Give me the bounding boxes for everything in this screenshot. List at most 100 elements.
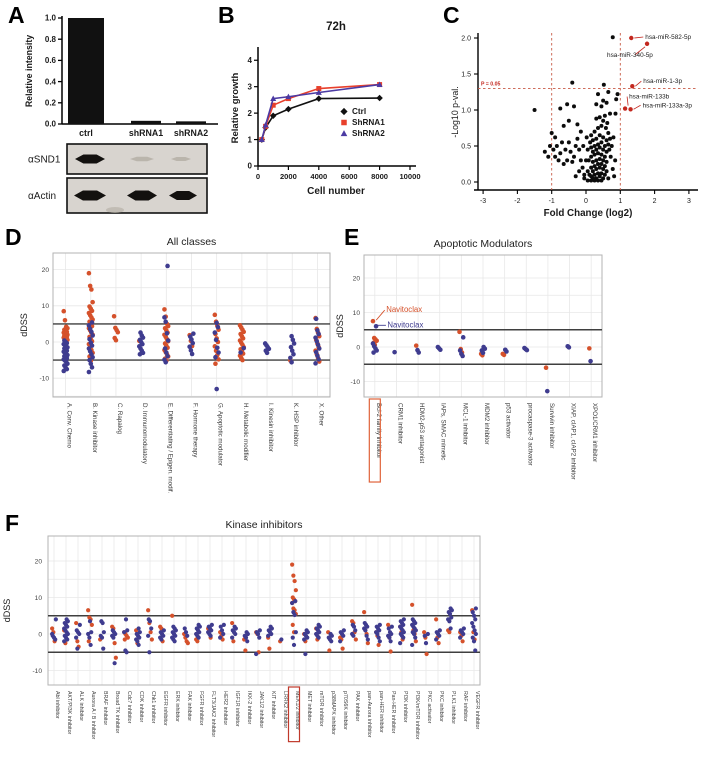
svg-text:HDM2-p53 antagonist: HDM2-p53 antagonist xyxy=(418,403,425,463)
svg-text:Broad TK inhibitor: Broad TK inhibitor xyxy=(114,691,120,734)
svg-text:10: 10 xyxy=(35,595,43,602)
svg-text:Aurora A / B inhibitor: Aurora A / B inhibitor xyxy=(90,691,96,740)
panel-a-letter: A xyxy=(8,2,25,28)
svg-text:IKK-2 inhibitor: IKK-2 inhibitor xyxy=(246,691,252,725)
svg-text:72h: 72h xyxy=(326,21,346,33)
svg-text:VEGFR inhibitor: VEGFR inhibitor xyxy=(474,691,480,730)
svg-text:RAF inhibitor: RAF inhibitor xyxy=(462,691,468,722)
svg-text:XIAP, cIAP1, cIAP2 inhibitor: XIAP, cIAP1, cIAP2 inhibitor xyxy=(570,403,577,480)
svg-text:0.5: 0.5 xyxy=(461,143,471,150)
svg-text:0: 0 xyxy=(248,162,253,171)
svg-text:0.0: 0.0 xyxy=(45,120,57,129)
svg-text:1.0: 1.0 xyxy=(45,14,57,23)
panel-e-letter: E xyxy=(344,224,360,250)
svg-text:2000: 2000 xyxy=(280,172,297,181)
svg-text:CRM1 inhibitor: CRM1 inhibitor xyxy=(396,403,403,444)
svg-text:IAPs, SMAC mimetic: IAPs, SMAC mimetic xyxy=(440,403,447,460)
svg-text:hsa-miR-340-5p: hsa-miR-340-5p xyxy=(607,52,653,59)
svg-text:ShRNA2: ShRNA2 xyxy=(352,129,385,138)
svg-text:ERK inhibitor: ERK inhibitor xyxy=(174,691,180,722)
svg-text:Navitoclax: Navitoclax xyxy=(386,305,422,314)
svg-text:-3: -3 xyxy=(480,198,486,205)
panel-a-bar-chart: 0.0 0.2 0.4 0.6 0.8 1.0 Relative intensity ctrl… xyxy=(24,14,218,138)
svg-text:-10: -10 xyxy=(32,668,42,675)
svg-text:FLT3/JAK2 inhibitor: FLT3/JAK2 inhibitor xyxy=(210,691,216,737)
svg-text:K. HSP inhibitor: K. HSP inhibitor xyxy=(292,403,299,447)
svg-text:Abl inhibitor: Abl inhibitor xyxy=(54,691,60,719)
svg-text:Survivin inhibitor: Survivin inhibitor xyxy=(548,403,555,448)
svg-text:20: 20 xyxy=(35,558,43,565)
panel-a-western-blot: αSND1 αActin xyxy=(28,143,208,214)
panel-d-letter: D xyxy=(5,224,22,250)
svg-text:CDK inhibitor: CDK inhibitor xyxy=(138,691,144,722)
svg-text:0: 0 xyxy=(38,631,42,638)
svg-text:-1: -1 xyxy=(549,198,555,205)
svg-text:3: 3 xyxy=(687,198,691,205)
svg-text:shRNA2: shRNA2 xyxy=(174,128,208,138)
svg-text:6000: 6000 xyxy=(341,172,358,181)
svg-text:1.0: 1.0 xyxy=(461,107,471,114)
svg-text:hsa-miR-133b: hsa-miR-133b xyxy=(629,94,670,101)
svg-text:0: 0 xyxy=(256,172,260,181)
panel-f-dotplot-kinase-inhibitors: -10 0 10 20 Kinase inhibitors dDSS Abl inhibit… xyxy=(2,519,481,743)
panel-c-letter: C xyxy=(443,2,460,28)
svg-text:PKC inhibitor: PKC inhibitor xyxy=(438,691,444,722)
svg-text:shRNA1: shRNA1 xyxy=(129,128,163,138)
svg-text:Relative intensity: Relative intensity xyxy=(24,35,34,107)
svg-text:-10: -10 xyxy=(39,376,49,383)
svg-text:Relative growth: Relative growth xyxy=(230,72,241,143)
svg-text:P = 0.05: P = 0.05 xyxy=(481,81,500,87)
svg-text:B. Kinase inhibitor: B. Kinase inhibitor xyxy=(91,403,98,453)
svg-text:MDM2 inhibitor: MDM2 inhibitor xyxy=(483,403,490,445)
svg-text:2.0: 2.0 xyxy=(461,35,471,42)
svg-text:KIT inhibitor: KIT inhibitor xyxy=(270,691,276,719)
svg-text:FAK inhibitor: FAK inhibitor xyxy=(186,691,192,721)
svg-text:PI3K inhibitor: PI3K inhibitor xyxy=(402,691,408,723)
panel-e-dotplot-apoptotic-modulators: -10 0 10 20 Apoptotic Modulators dDSS Bcl-2 fa… xyxy=(335,238,603,483)
svg-text:0.0: 0.0 xyxy=(461,179,471,186)
svg-text:MEK1/2 inhibitor: MEK1/2 inhibitor xyxy=(294,691,300,730)
svg-text:PKC activator: PKC activator xyxy=(426,691,432,724)
svg-text:p53 activator: p53 activator xyxy=(505,403,512,438)
svg-text:dDSS: dDSS xyxy=(2,599,12,623)
svg-text:H. Metabolic modifier: H. Metabolic modifier xyxy=(242,403,249,461)
svg-text:EGFR inhibitor: EGFR inhibitor xyxy=(162,691,168,726)
svg-text:10000: 10000 xyxy=(399,172,420,181)
svg-text:-2: -2 xyxy=(514,198,520,205)
svg-text:αActin: αActin xyxy=(28,191,56,202)
svg-text:2: 2 xyxy=(653,198,657,205)
panel-d-dotplot-all-classes: -10 0 10 20 All classes dDSS A. Conv. Chemo B. … xyxy=(19,236,331,494)
svg-text:HER2 inhibitor: HER2 inhibitor xyxy=(222,691,228,725)
svg-text:20: 20 xyxy=(353,275,361,282)
svg-text:All classes: All classes xyxy=(167,236,217,248)
svg-text:Bcl-2 family inhibitor: Bcl-2 family inhibitor xyxy=(375,403,382,458)
svg-text:ALK inhibitor: ALK inhibitor xyxy=(78,691,84,721)
svg-text:A. Conv. Chemo: A. Conv. Chemo xyxy=(66,403,73,448)
panel-b-letter: B xyxy=(218,2,235,28)
svg-text:1.5: 1.5 xyxy=(461,71,471,78)
svg-text:PLK1 inhibitor: PLK1 inhibitor xyxy=(450,691,456,724)
svg-text:2: 2 xyxy=(248,109,253,118)
svg-text:dDSS: dDSS xyxy=(19,313,29,337)
svg-text:4: 4 xyxy=(248,56,253,65)
svg-text:0: 0 xyxy=(584,198,588,205)
svg-text:mTOR inhibitor: mTOR inhibitor xyxy=(318,691,324,727)
svg-text:PI3K/mTOR inhibitor: PI3K/mTOR inhibitor xyxy=(414,691,420,740)
svg-text:MET inhibitor: MET inhibitor xyxy=(306,691,312,722)
svg-text:10: 10 xyxy=(42,303,50,310)
svg-text:G. Apoptotic modulator: G. Apoptotic modulator xyxy=(217,403,224,466)
svg-text:pan-Aurora inhibitor: pan-Aurora inhibitor xyxy=(366,691,372,738)
svg-text:0.4: 0.4 xyxy=(45,77,57,86)
svg-text:procaspase-3 activator: procaspase-3 activator xyxy=(526,403,533,466)
svg-text:4000: 4000 xyxy=(310,172,327,181)
svg-text:αSND1: αSND1 xyxy=(28,155,61,166)
svg-text:0: 0 xyxy=(45,339,49,346)
svg-text:10: 10 xyxy=(353,310,361,317)
svg-text:p38MAPK inhibitor: p38MAPK inhibitor xyxy=(330,691,336,735)
svg-text:BRAF inhibitor: BRAF inhibitor xyxy=(102,691,108,725)
svg-text:ctrl: ctrl xyxy=(79,128,93,138)
svg-text:Cdc7 inhibitor: Cdc7 inhibitor xyxy=(126,691,132,724)
svg-text:Ctrl: Ctrl xyxy=(352,107,366,116)
svg-text:-Log10 p-val.: -Log10 p-val. xyxy=(450,86,460,137)
